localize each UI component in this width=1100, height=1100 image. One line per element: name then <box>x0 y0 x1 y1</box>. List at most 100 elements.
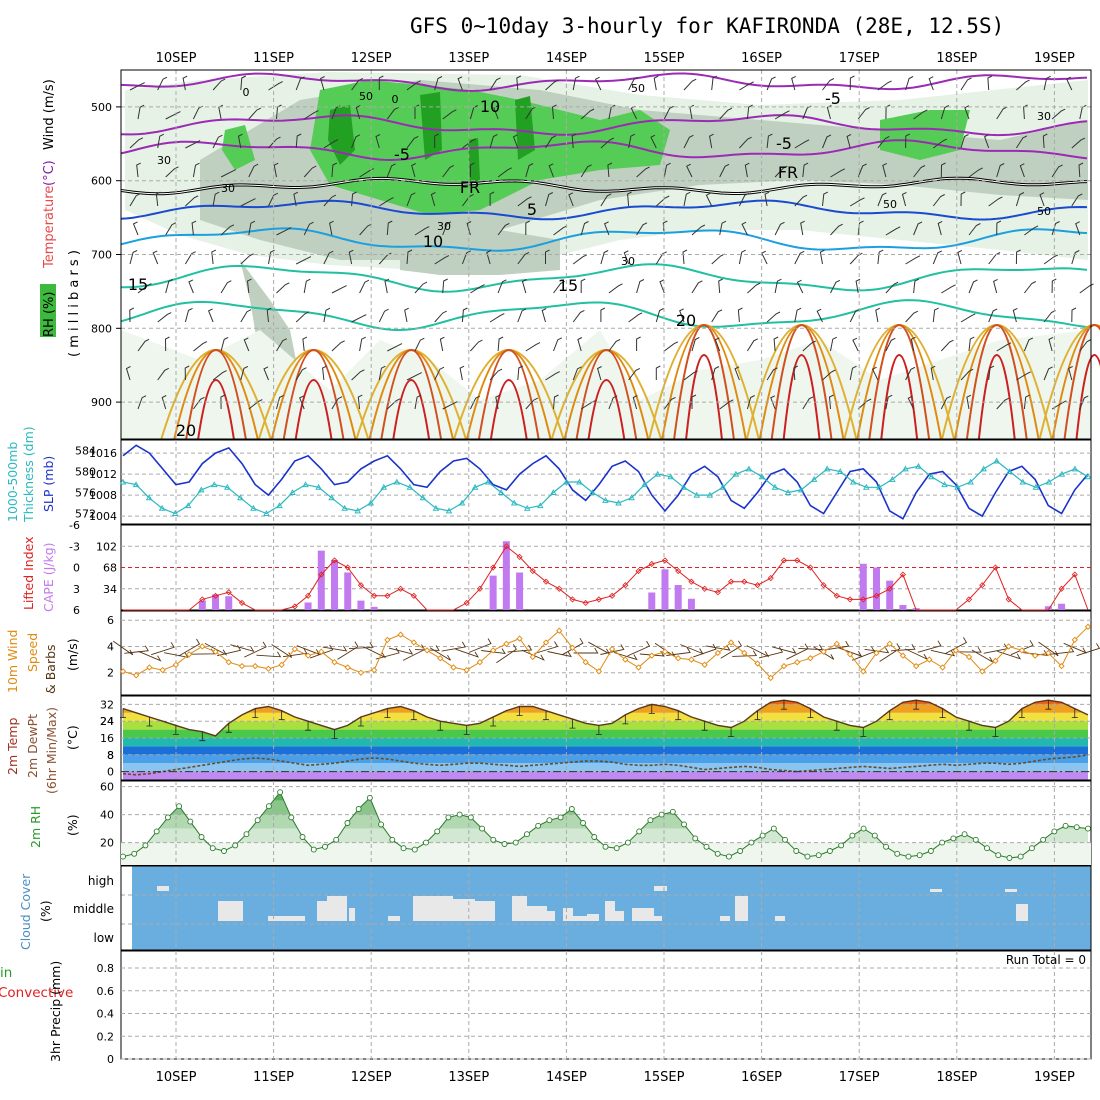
lifted-index-point <box>225 589 232 596</box>
upper-wind-barb <box>243 337 250 352</box>
slp-thickness-panel: 584 580 576 572 1016 1012 1008 1004 <box>75 439 1092 525</box>
cloud-free-cell <box>527 906 547 921</box>
contour-label: -5 <box>825 89 841 108</box>
thickness-point <box>419 494 427 501</box>
rh-point <box>355 806 362 812</box>
upper-wind-barb <box>129 82 145 91</box>
warm-isotherm-arch <box>294 379 333 441</box>
upper-wind-barb <box>857 220 864 236</box>
min-max-bar <box>225 723 232 733</box>
upper-wind-barb <box>184 307 193 323</box>
upper-wind-barb <box>240 75 247 91</box>
rh-point <box>681 821 687 828</box>
upper-wind-barb <box>738 192 750 207</box>
upper-wind-barb <box>987 75 993 91</box>
upper-wind-barb <box>188 279 194 294</box>
temperature-band <box>123 738 1088 747</box>
upper-wind-barb <box>1048 336 1054 352</box>
upper-wind-barb <box>207 308 214 323</box>
upper-wind-barb <box>930 365 936 381</box>
surface-wind-barb <box>322 645 348 652</box>
upper-wind-barb <box>302 336 308 352</box>
temp-tick-label: 24 <box>100 715 114 728</box>
contour-label: 50 <box>359 90 373 103</box>
cloud-level-label: high <box>88 874 114 888</box>
upper-wind-barb <box>885 281 899 294</box>
lifted-index-point <box>582 599 589 606</box>
contour-label: FR <box>778 163 798 182</box>
dewpoint-line <box>122 754 1089 776</box>
upper-wind-barb <box>636 279 645 294</box>
upper-wind-barb <box>295 311 310 323</box>
upper-wind-barb <box>905 76 914 91</box>
upper-air-panel: 10 -5 FR FR 5 10 15 15 20 20 -5 -5 0 0 30 30 30 30 30 50 50 5… <box>91 51 1100 441</box>
upper-wind-barb <box>802 162 809 178</box>
lifted-index-point <box>291 603 298 610</box>
rh-point <box>602 843 609 850</box>
upper-wind-barb <box>628 76 639 91</box>
rh-point <box>815 852 822 859</box>
rh-point <box>927 848 934 854</box>
lifted-index-point <box>979 582 986 589</box>
thickness-point <box>967 478 974 485</box>
cloud-free-cell <box>453 899 475 921</box>
wind-speed-point <box>318 648 325 655</box>
upper-wind-barb <box>655 365 661 380</box>
min-max-bar <box>966 721 973 731</box>
upper-wind-barb <box>240 365 249 381</box>
rh-point <box>871 832 878 839</box>
thickness-point <box>224 483 231 490</box>
rh-point <box>288 814 295 821</box>
wind-speed-point <box>873 649 880 657</box>
cape-tick-label: 102 <box>96 540 117 553</box>
upper-wind-barb <box>901 191 907 207</box>
thickness-point <box>1058 470 1066 477</box>
thickness-point <box>171 510 179 516</box>
min-max-bar <box>357 717 364 727</box>
upper-wind-barb <box>737 307 743 323</box>
upper-wind-barb <box>525 220 531 235</box>
wind-speed-point <box>595 668 603 675</box>
upper-wind-barb <box>940 395 951 410</box>
pressure-tick-label: 700 <box>91 249 112 262</box>
warm-isotherm-arch <box>673 324 735 441</box>
surface-wind-barb <box>363 646 387 659</box>
thickness-point <box>497 489 505 495</box>
cape-bar <box>304 602 312 610</box>
upper-wind-barb <box>439 336 445 352</box>
rh-point <box>613 845 620 852</box>
wind-speed-point <box>291 645 298 653</box>
thickness-point <box>771 483 779 490</box>
upper-wind-barb <box>521 279 527 294</box>
min-max-bar <box>648 704 655 714</box>
rh-point <box>905 853 912 860</box>
upper-wind-barb <box>411 163 416 178</box>
rh-point <box>748 839 755 846</box>
lifted-index-point <box>807 564 814 571</box>
upper-wind-barb <box>489 134 498 149</box>
min-max-bar <box>622 714 629 725</box>
rh-point <box>265 803 272 810</box>
wind-speed-point <box>569 644 576 651</box>
wind-speed-point <box>899 652 907 659</box>
upper-wind-barb <box>983 134 990 149</box>
temperature-band <box>123 729 1088 738</box>
warm-isotherm-arch <box>477 349 540 441</box>
thickness-point <box>628 494 635 501</box>
top-date-label: 13SEP <box>448 51 489 66</box>
upper-wind-barb <box>846 133 852 149</box>
upper-wind-barb <box>240 198 256 207</box>
cloud-free-cell <box>570 916 587 921</box>
upper-wind-barb <box>664 341 679 352</box>
upper-wind-barb <box>877 192 887 207</box>
upper-wind-barb <box>796 279 804 294</box>
wind-speed-point <box>833 640 840 647</box>
upper-wind-barb <box>600 137 615 149</box>
wind-speed-point <box>437 655 444 662</box>
ylabel-wind10m-2: Speed <box>25 633 40 672</box>
bottom-date-label: 12SEP <box>351 1070 392 1085</box>
contour-label: 50 <box>631 82 645 95</box>
upper-wind-barb <box>791 75 796 91</box>
upper-wind-barb <box>1051 221 1060 236</box>
upper-wind-barb <box>268 81 283 91</box>
